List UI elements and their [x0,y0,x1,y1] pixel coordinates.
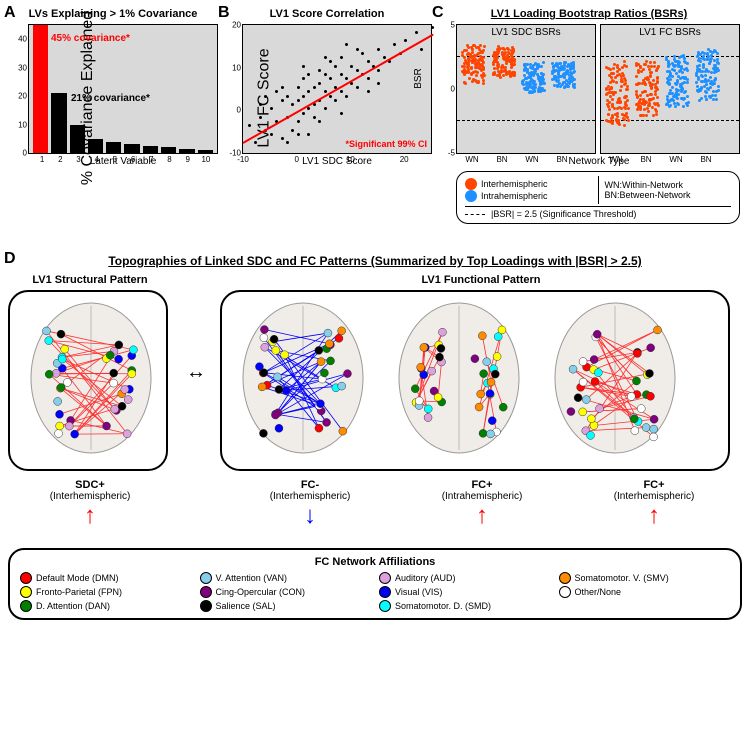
bar [106,142,121,153]
network-item: Somatomotor. V. (SMV) [559,572,731,584]
legend-c: Interhemispheric Intrahemispheric WN:Wit… [456,171,740,224]
panel-d-title: Topographies of Linked SDC and FC Patter… [8,254,742,268]
network-item: Auditory (AUD) [379,572,551,584]
brain-label: FC+ [572,479,736,491]
panel-a: A LVs Explaining > 1% Covariance % Covar… [8,8,218,224]
panel-a-title: LVs Explaining > 1% Covariance [8,8,218,20]
chart-c-wrap: BSR LV1 SDC BSRs WNBNWNBN-505 LV1 FC BSR… [456,24,742,154]
brain-sublabel: (Intrahemispheric) [400,491,564,502]
chart-c-sdc: LV1 SDC BSRs WNBNWNBN-505 [456,24,596,154]
brain-label: FC- [228,479,392,491]
link-arrow: ↔ [186,361,206,384]
network-item: Salience (SAL) [200,600,372,612]
legend-inter: Interhemispheric [481,179,548,189]
legend-thresh: |BSR| = 2.5 (Significance Threshold) [491,209,636,219]
legend-wn: WN:Within-Network [605,180,732,190]
panel-c-title: LV1 Loading Bootstrap Ratios (BSRs) [436,8,742,20]
bar [124,144,139,153]
figure-container: A LVs Explaining > 1% Covariance % Covar… [0,0,750,628]
brain-label: FC+ [400,479,564,491]
top-row: A LVs Explaining > 1% Covariance % Covar… [8,8,742,224]
panel-d: D Topographies of Linked SDC and FC Patt… [8,254,742,620]
bar [88,139,103,153]
brain-sublabel: (Interhemispheric) [572,491,736,502]
legend-intra: Intrahemispheric [481,191,548,201]
chart-b-sig: *Significant 99% CI [345,139,427,149]
chart-c-sub2: LV1 FC BSRs [601,27,739,38]
bar [51,93,66,153]
network-item: Fronto-Parietal (FPN) [20,586,192,598]
panel-c-label: C [432,4,444,22]
panel-c: C LV1 Loading Bootstrap Ratios (BSRs) BS… [436,8,742,224]
panel-b: B LV1 Score Correlation LV1 FC Score *Si… [222,8,432,224]
struct-title: LV1 Structural Pattern [8,274,172,286]
chart-a-annot2: 21% covariance* [71,93,150,104]
bar [33,25,48,153]
chart-c-ylabel: BSR [413,68,424,89]
func-title: LV1 Functional Pattern [220,274,742,286]
dir-arrow: ↓ [228,502,392,530]
brain-sublabel: (Interhemispheric) [228,491,392,502]
bar [70,125,85,153]
network-item: Somatomotor. D. (SMD) [379,600,551,612]
chart-c-fc: LV1 FC BSRs WNBNWNBN [600,24,740,154]
network-item: Visual (VIS) [379,586,551,598]
network-legend: FC Network Affiliations Default Mode (DM… [8,548,742,620]
dir-arrow: ↑ [572,502,736,530]
chart-a-annot1: 45% covariance* [51,33,130,44]
dir-arrow: ↑ [8,502,172,530]
legend-bn: BN:Between-Network [605,190,732,200]
panel-b-title: LV1 Score Correlation [222,8,432,20]
network-item: Cing-Opercular (CON) [200,586,372,598]
network-legend-title: FC Network Affiliations [20,556,730,568]
panel-a-label: A [4,4,16,22]
network-item: Other/None [559,586,731,598]
panel-b-label: B [218,4,230,22]
brain-group-struct [8,290,168,471]
chart-a: % Covariance Explained 45% covariance* 2… [28,24,218,154]
network-item: V. Attention (VAN) [200,572,372,584]
brain-sublabel: (Interhemispheric) [8,491,172,502]
brain-row: LV1 Structural Pattern ↔ LV1 Functional … [8,274,742,471]
panel-d-label: D [4,250,16,268]
chart-b: LV1 FC Score *Significant 99% CI -100102… [242,24,432,154]
bar [143,146,158,153]
dir-arrow: ↑ [400,502,564,530]
brain-label: SDC+ [8,479,172,491]
network-item: D. Attention (DAN) [20,600,192,612]
brain-group-func [220,290,730,471]
network-item: Default Mode (DMN) [20,572,192,584]
chart-c-sub1: LV1 SDC BSRs [457,27,595,38]
